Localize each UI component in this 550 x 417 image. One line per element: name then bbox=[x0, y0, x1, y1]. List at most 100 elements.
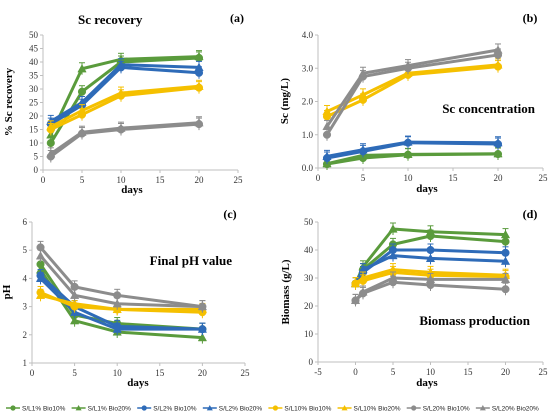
y-tick-label: 45 bbox=[29, 44, 39, 54]
legend-label: S/L20% Bio20% bbox=[492, 405, 539, 412]
data-point bbox=[194, 62, 204, 72]
x-tick-label: 20 bbox=[198, 368, 208, 378]
y-tick-label: 5 bbox=[23, 245, 28, 255]
data-point bbox=[500, 256, 511, 265]
y-tick-label: 10 bbox=[304, 329, 314, 339]
data-point bbox=[493, 45, 503, 54]
data-point bbox=[403, 149, 413, 158]
data-point bbox=[69, 299, 80, 308]
data-point bbox=[46, 149, 56, 158]
y-tick-label: 2.0 bbox=[302, 97, 314, 107]
chart-title: Final pH value bbox=[150, 253, 233, 268]
data-point bbox=[425, 253, 436, 263]
panel-label: (d) bbox=[523, 207, 538, 221]
y-axis-label: % Sc recovery bbox=[3, 67, 15, 136]
series-line bbox=[40, 293, 203, 311]
legend-item: S/L2% Bio10% bbox=[137, 405, 197, 412]
x-tick-label: -5 bbox=[314, 367, 322, 377]
x-axis-label: days bbox=[127, 377, 149, 389]
y-tick-label: 1 bbox=[23, 358, 28, 368]
x-tick-label: 10 bbox=[113, 368, 123, 378]
y-tick-label: 0 bbox=[309, 357, 314, 367]
data-point bbox=[425, 227, 436, 236]
y-tick-label: 15 bbox=[29, 125, 39, 135]
series-s-l20-bio20- bbox=[350, 271, 511, 307]
data-point bbox=[194, 118, 204, 127]
series-s-l20-bio20- bbox=[46, 116, 204, 160]
data-point bbox=[388, 224, 398, 233]
data-point bbox=[77, 127, 87, 136]
y-tick-label: 4 bbox=[23, 273, 28, 283]
data-point bbox=[358, 144, 368, 154]
legend-marker bbox=[272, 405, 278, 411]
x-tick-label: 5 bbox=[80, 175, 85, 185]
chart-panel-a: 0 5 10 15 20 25 30 35 40 45 50 0 5 10 15 20 25 Sc recover… bbox=[3, 11, 244, 196]
x-tick-label: 15 bbox=[449, 173, 459, 183]
data-point bbox=[112, 324, 122, 333]
data-point bbox=[350, 295, 361, 305]
y-tick-label: 0.0 bbox=[302, 163, 314, 173]
x-tick-label: 10 bbox=[426, 367, 436, 377]
data-point bbox=[194, 51, 204, 61]
y-tick-label: 5 bbox=[34, 152, 39, 162]
legend-label: S/L10% Bio10% bbox=[284, 405, 331, 412]
y-tick-label: 6 bbox=[23, 217, 28, 227]
series-line bbox=[39, 246, 203, 309]
series-line bbox=[326, 140, 499, 158]
y-axis-label: Biomass (g/L) bbox=[280, 259, 292, 324]
y-tick-label: 2 bbox=[23, 330, 28, 340]
data-point bbox=[35, 273, 46, 283]
series-line bbox=[50, 86, 200, 131]
y-tick-label: 3.0 bbox=[302, 63, 314, 73]
y-axis-label: pH bbox=[1, 284, 13, 299]
data-point bbox=[358, 90, 368, 99]
y-tick-label: 40 bbox=[304, 245, 314, 255]
data-point bbox=[112, 299, 122, 308]
data-point bbox=[403, 60, 413, 70]
x-axis-label: days bbox=[121, 184, 143, 196]
x-tick-label: 25 bbox=[241, 368, 251, 378]
x-tick-label: 10 bbox=[404, 173, 414, 183]
data-point bbox=[500, 274, 511, 284]
data-point bbox=[403, 137, 413, 146]
legend-item: S/L20% Bio20% bbox=[475, 405, 539, 412]
legend-marker bbox=[479, 405, 486, 411]
data-point bbox=[69, 290, 80, 299]
data-point bbox=[197, 332, 208, 342]
data-point bbox=[197, 324, 208, 333]
data-point bbox=[322, 106, 332, 116]
x-tick-label: 20 bbox=[195, 175, 205, 185]
x-tick-label: 20 bbox=[501, 367, 511, 377]
series-s-l10-bio20- bbox=[46, 79, 204, 133]
y-tick-label: 35 bbox=[29, 71, 39, 81]
legend-item: S/L10% Bio10% bbox=[268, 405, 332, 412]
legend-label: S/L1% Bio10% bbox=[22, 405, 66, 412]
x-tick-label: 5 bbox=[72, 368, 77, 378]
x-tick-label: 25 bbox=[539, 173, 549, 183]
chart-panel-b: 0.0 1.0 2.0 3.0 4.0 0 5 10 15 20 25 Sc concentratio… bbox=[279, 11, 548, 195]
legend-item: S/L1% Bio10% bbox=[6, 405, 66, 412]
legend-marker bbox=[206, 405, 213, 411]
series-line bbox=[49, 55, 200, 136]
x-tick-label: 10 bbox=[117, 175, 127, 185]
x-tick-label: 0 bbox=[353, 367, 358, 377]
data-point bbox=[116, 88, 126, 97]
y-tick-label: 50 bbox=[29, 30, 39, 40]
data-point bbox=[116, 123, 126, 132]
x-tick-label: 15 bbox=[155, 368, 165, 378]
series-line bbox=[39, 277, 203, 331]
legend-item: S/L2% Bio20% bbox=[202, 405, 262, 412]
y-tick-label: 1.0 bbox=[302, 130, 314, 140]
data-point bbox=[358, 287, 368, 296]
y-tick-label: 30 bbox=[29, 84, 39, 94]
y-tick-label: 25 bbox=[29, 98, 39, 108]
data-point bbox=[77, 105, 87, 115]
x-axis-label: days bbox=[416, 377, 438, 389]
y-tick-label: 50 bbox=[304, 217, 314, 227]
y-tick-label: 10 bbox=[29, 138, 39, 148]
x-tick-label: 0 bbox=[30, 368, 35, 378]
y-tick-label: 40 bbox=[29, 57, 39, 67]
data-point bbox=[69, 315, 80, 325]
series-line bbox=[39, 254, 203, 309]
x-tick-label: 0 bbox=[41, 175, 46, 185]
